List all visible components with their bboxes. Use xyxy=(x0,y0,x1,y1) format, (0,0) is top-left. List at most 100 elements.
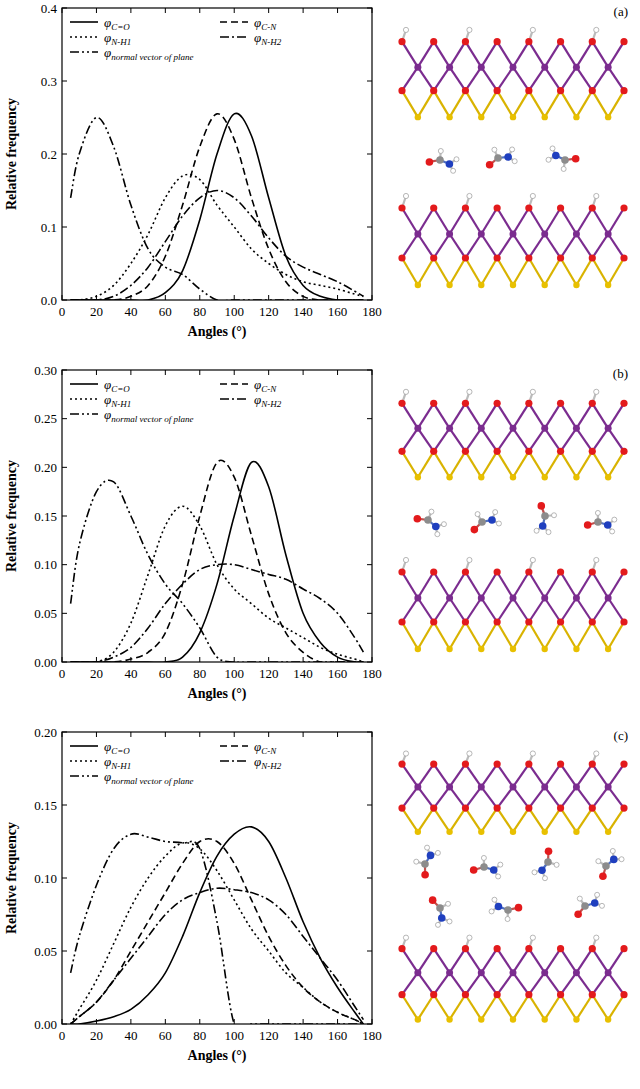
atom xyxy=(467,193,472,198)
bond xyxy=(545,234,561,258)
legend-label: φN-H2 xyxy=(254,392,282,409)
atom xyxy=(620,254,627,261)
bond xyxy=(418,403,434,428)
x-tick-label: 20 xyxy=(90,304,103,319)
atom xyxy=(573,282,579,288)
atom xyxy=(574,911,582,919)
bond xyxy=(418,949,434,973)
atom xyxy=(414,859,419,864)
bond xyxy=(592,234,608,258)
bond xyxy=(465,764,481,787)
bond xyxy=(434,258,450,285)
atom xyxy=(446,425,453,432)
atom xyxy=(494,87,501,94)
bond xyxy=(513,764,529,787)
x-tick xyxy=(268,295,269,300)
series-group xyxy=(71,460,364,662)
bond xyxy=(561,787,577,808)
bond xyxy=(434,208,450,234)
x-tick xyxy=(268,657,269,662)
legend-symbol: φ xyxy=(254,754,261,769)
bond xyxy=(465,949,481,973)
atom xyxy=(478,114,484,120)
bond xyxy=(418,622,434,649)
atom xyxy=(462,254,469,261)
atom xyxy=(478,1016,484,1022)
atom xyxy=(462,804,469,811)
x-tick-label: 180 xyxy=(362,1028,382,1043)
atom xyxy=(467,389,472,394)
atom xyxy=(430,400,437,407)
atom xyxy=(462,38,469,45)
bond xyxy=(608,949,624,973)
bond xyxy=(481,622,497,649)
bond xyxy=(592,403,608,428)
bond xyxy=(545,403,561,428)
x-tick-label: 100 xyxy=(224,666,244,681)
legend-subscript: N-H1 xyxy=(110,37,131,47)
bond xyxy=(497,234,513,258)
atom xyxy=(591,899,599,907)
bond xyxy=(513,995,529,1020)
x-tick-label: 120 xyxy=(259,304,279,319)
atom xyxy=(605,114,611,120)
x-tick-label: 80 xyxy=(193,1028,206,1043)
snapshot xyxy=(398,751,627,1023)
bond xyxy=(402,403,418,428)
panel: 0204060801001201401601800.00.10.20.30.4A… xyxy=(4,1,628,341)
legend-subscript: C-N xyxy=(261,384,277,394)
figure: 0204060801001201401601800.00.10.20.30.4A… xyxy=(0,0,640,1089)
bond xyxy=(592,42,608,67)
y-tick-label: 0.20 xyxy=(34,725,57,740)
atom xyxy=(525,760,532,767)
atom xyxy=(438,148,443,153)
bond xyxy=(529,787,545,808)
atom xyxy=(462,568,469,575)
x-tick xyxy=(62,8,63,13)
bond xyxy=(545,764,561,787)
atom xyxy=(430,87,437,94)
atom xyxy=(539,522,547,530)
bond xyxy=(402,598,418,622)
atom xyxy=(515,904,523,912)
legend-swatch xyxy=(220,36,248,38)
y-tick xyxy=(62,300,67,301)
bond xyxy=(418,258,434,285)
atom xyxy=(446,231,453,238)
atom xyxy=(530,751,535,756)
legend-subscript: N-H2 xyxy=(260,761,281,771)
atom xyxy=(494,991,501,998)
atom xyxy=(589,400,596,407)
bond xyxy=(434,428,450,451)
bond xyxy=(465,622,481,649)
bond xyxy=(561,258,577,285)
atom xyxy=(610,856,618,864)
series-group xyxy=(71,827,364,1024)
bond xyxy=(608,403,624,428)
atom xyxy=(403,557,408,562)
atom xyxy=(620,87,627,94)
atom xyxy=(478,595,485,602)
atom xyxy=(542,829,548,835)
atom xyxy=(478,646,484,652)
bond xyxy=(592,808,608,832)
bond xyxy=(402,572,418,598)
atom xyxy=(510,595,517,602)
panel-label: (c) xyxy=(614,728,628,743)
atom xyxy=(454,157,459,162)
series-line xyxy=(71,839,364,1024)
x-tick-label: 40 xyxy=(124,666,137,681)
bond xyxy=(434,451,450,477)
panel-label: (a) xyxy=(614,4,628,19)
bond xyxy=(402,258,418,285)
atom xyxy=(594,751,599,756)
atom xyxy=(414,783,421,790)
atom xyxy=(532,870,537,875)
atom xyxy=(594,389,599,394)
atom xyxy=(467,935,472,940)
atom xyxy=(589,87,596,94)
atom xyxy=(584,521,592,529)
atom xyxy=(589,568,596,575)
atom xyxy=(595,892,600,897)
atom xyxy=(573,474,579,480)
